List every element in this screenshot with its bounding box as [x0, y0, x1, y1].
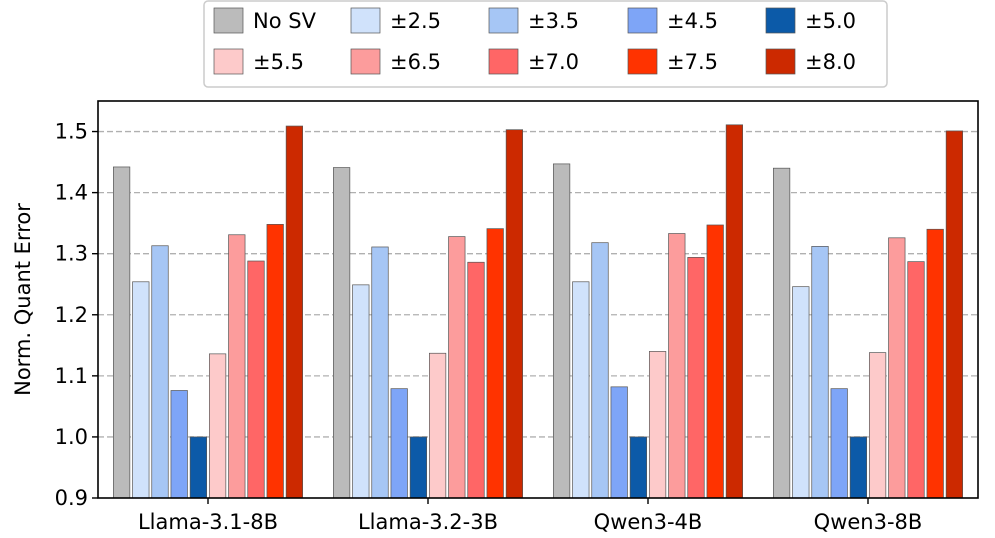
- bar: [285, 125, 303, 499]
- bar: [792, 286, 810, 499]
- legend-swatch: [765, 48, 796, 75]
- legend-label: ±6.5: [390, 50, 441, 74]
- legend-label: ±4.5: [667, 9, 718, 33]
- legend-label: No SV: [253, 9, 317, 33]
- bar: [926, 228, 944, 499]
- legend-swatch: [488, 7, 519, 34]
- bar: [209, 353, 227, 499]
- bar: [668, 233, 686, 499]
- y-tick-label: 1.5: [55, 120, 88, 144]
- y-tick-label: 1.3: [55, 242, 88, 266]
- legend-swatch: [627, 7, 658, 34]
- bar: [505, 129, 523, 499]
- x-axis: Llama-3.1-8B Llama-3.2-3B Qwen3-4B Qwen3-8B: [138, 498, 922, 534]
- bar: [687, 257, 705, 499]
- bar: [333, 167, 351, 499]
- y-axis-title: Norm. Quant Error: [11, 203, 35, 396]
- bar: [648, 351, 667, 499]
- x-tick-label: Qwen3-8B: [814, 510, 923, 534]
- legend-label: ±7.5: [667, 50, 718, 74]
- bar: [112, 166, 131, 499]
- y-tick-label: 1.0: [55, 425, 88, 449]
- legend-swatch: [488, 48, 519, 75]
- bar: [830, 388, 848, 499]
- y-tick-label: 1.1: [55, 364, 88, 388]
- y-tick-label: 1.2: [55, 303, 88, 327]
- legend-swatch: [213, 7, 244, 34]
- x-tick-label: Llama-3.1-8B: [138, 510, 278, 534]
- bar: [706, 224, 724, 499]
- bar: [371, 246, 389, 499]
- legend-label: ±8.0: [805, 50, 856, 74]
- bar: [132, 281, 150, 499]
- bar: [907, 261, 925, 499]
- bar: [552, 163, 571, 499]
- legend-swatch: [350, 7, 381, 34]
- y-tick-label: 0.9: [55, 486, 88, 510]
- bar: [448, 236, 466, 499]
- bar: [772, 167, 791, 499]
- bar: [888, 237, 906, 499]
- bar: [945, 130, 964, 499]
- bar: [868, 352, 887, 499]
- bar: [811, 246, 829, 499]
- legend-swatch: [627, 48, 658, 75]
- bar: [189, 436, 207, 499]
- y-axis: 0.9 1.0 1.1 1.2 1.3 1.4 1.5: [55, 120, 98, 510]
- bar: [170, 390, 188, 499]
- x-tick-label: Qwen3-4B: [594, 510, 703, 534]
- bar: [352, 284, 370, 499]
- bar: [228, 234, 246, 499]
- legend: No SV ±2.5 ±3.5 ±4.5 ±5.0 ±5.5 ±6.5 ±7.0 ±7.5 ±8.…: [203, 0, 888, 88]
- bar: [849, 436, 868, 499]
- bar: [151, 245, 169, 499]
- legend-label: ±2.5: [390, 9, 441, 33]
- x-tick-label: Llama-3.2-3B: [358, 510, 498, 534]
- plot-frame: [97, 100, 979, 499]
- bar: [591, 242, 609, 499]
- y-tick-label: 1.4: [55, 181, 88, 205]
- bar: [266, 224, 284, 499]
- legend-label: ±3.5: [528, 9, 579, 33]
- legend-swatch: [213, 48, 244, 75]
- bar: [247, 260, 265, 499]
- bar: [629, 436, 648, 499]
- bar: [725, 124, 744, 499]
- bar: [467, 261, 485, 499]
- bar: [429, 352, 447, 499]
- legend-label: ±7.0: [528, 50, 579, 74]
- legend-label: ±5.0: [805, 9, 856, 33]
- bar: [390, 388, 408, 499]
- bar: [572, 281, 590, 499]
- bar: [486, 228, 504, 499]
- bar: [610, 386, 628, 499]
- legend-label: ±5.5: [253, 50, 304, 74]
- legend-swatch: [765, 7, 796, 34]
- bar: [409, 436, 427, 499]
- bars: [112, 124, 964, 499]
- legend-swatch: [350, 48, 381, 75]
